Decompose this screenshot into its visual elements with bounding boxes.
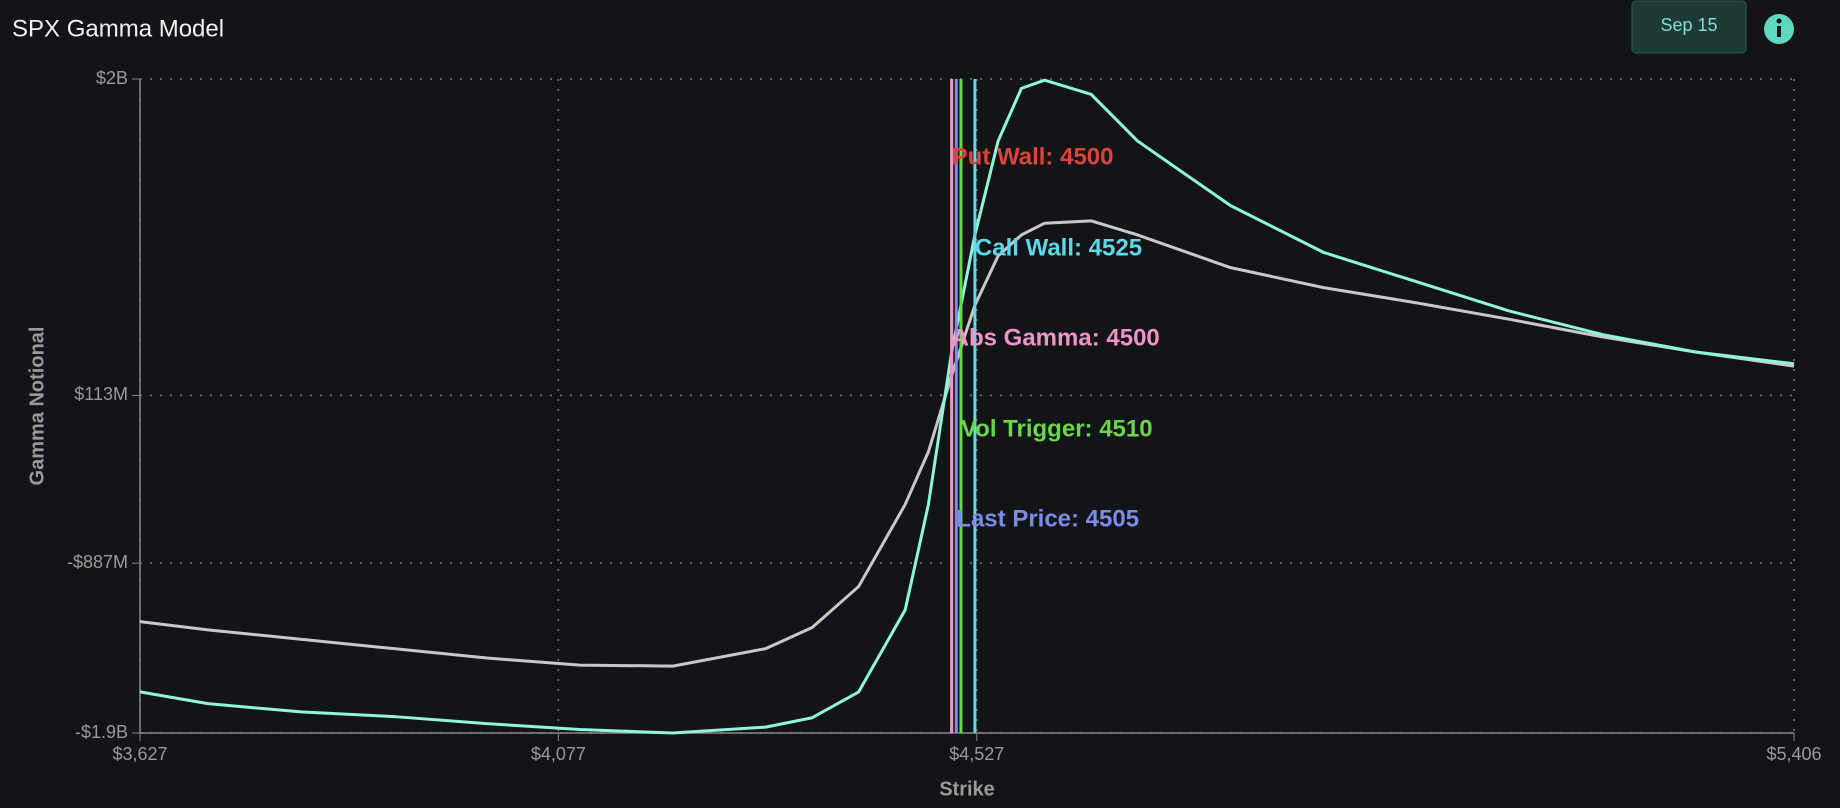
x-axis-label: Strike: [939, 778, 995, 800]
y-tick-label: -$1.9B: [75, 722, 128, 742]
level-label: Last Price: 4505: [956, 505, 1139, 532]
page-title: SPX Gamma Model: [12, 15, 224, 42]
level-label: Vol Trigger: 4510: [961, 415, 1153, 442]
level-label: Abs Gamma: 4500: [952, 324, 1160, 351]
info-icon-bar: [1777, 26, 1781, 37]
x-tick-label: $4,527: [949, 744, 1004, 764]
info-icon-dot: [1776, 18, 1782, 24]
date-button-label[interactable]: Sep 15: [1660, 15, 1717, 35]
level-label: Call Wall: 4525: [975, 234, 1142, 261]
x-tick-label: $4,077: [531, 744, 586, 764]
series-line: [139, 78, 1795, 735]
y-tick-label: $113M: [74, 384, 128, 404]
series-line: [139, 219, 1795, 668]
level-label: Put Wall: 4500: [952, 143, 1114, 170]
date-button[interactable]: [1631, 0, 1747, 54]
x-tick-label: $3,627: [112, 744, 167, 764]
x-tick-label: $5,406: [1766, 744, 1821, 764]
y-tick-label: -$887M: [67, 552, 128, 572]
y-axis-label: Gamma Notional: [26, 327, 48, 486]
y-tick-label: $2B: [96, 68, 128, 88]
